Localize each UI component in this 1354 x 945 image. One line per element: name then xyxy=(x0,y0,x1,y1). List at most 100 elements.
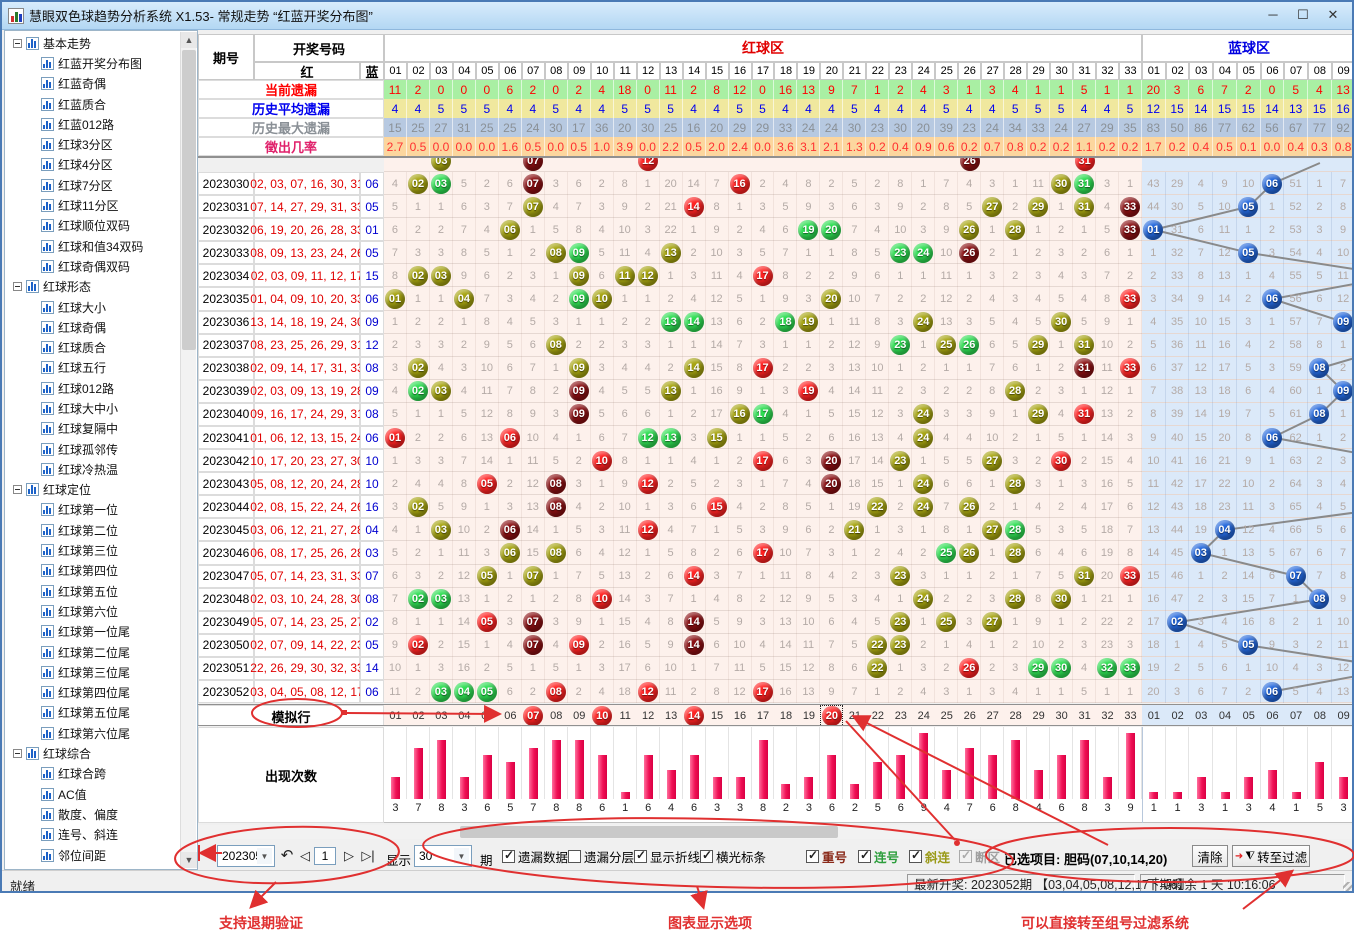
tree-item[interactable]: 红球第四位尾 xyxy=(7,683,181,703)
sim-cell[interactable]: 29 xyxy=(1032,710,1045,723)
prev-button[interactable]: ◁ xyxy=(300,848,310,863)
tree-item[interactable]: 红球7分区 xyxy=(7,175,181,195)
checked-icon[interactable] xyxy=(858,848,871,863)
tree-item[interactable]: 红球第一位 xyxy=(7,500,181,520)
tree-group-1[interactable]: 红球形态 xyxy=(7,277,181,297)
tree-item[interactable]: 红球第二位尾 xyxy=(7,642,181,662)
sim-cell[interactable]: 25 xyxy=(940,710,953,723)
sim-cell[interactable]: 33 xyxy=(1124,710,1137,723)
sidebar-scrollbar[interactable]: ▲ ▼ xyxy=(180,32,197,868)
period-select[interactable]: 2023052 ▼ xyxy=(217,845,275,867)
tree-item[interactable]: 红球冷热温 xyxy=(7,459,181,479)
sim-cell[interactable]: 19 xyxy=(802,710,816,723)
tree-item[interactable]: 红球第二位 xyxy=(7,520,181,540)
sim-cell[interactable]: 22 xyxy=(871,710,884,723)
tree-item[interactable]: 红蓝开奖分布图 xyxy=(7,53,181,73)
tree-item[interactable]: 红球第三位 xyxy=(7,540,181,560)
sim-cell[interactable]: 02 xyxy=(412,710,425,723)
scroll-up-icon[interactable]: ▲ xyxy=(181,32,197,48)
maximize-button[interactable]: ☐ xyxy=(1297,7,1309,22)
chevron-down-icon[interactable]: ▼ xyxy=(454,848,469,864)
tree-item[interactable]: 红球第三位尾 xyxy=(7,662,181,682)
collapse-icon[interactable] xyxy=(13,38,22,48)
sim-cell-blue[interactable]: 03 xyxy=(1195,710,1208,723)
tree-group-0[interactable]: 基本走势 xyxy=(7,33,181,53)
sim-cell[interactable]: 06 xyxy=(504,710,517,723)
resize-grip[interactable] xyxy=(1343,882,1352,891)
tree-item[interactable]: 红球孤邻传 xyxy=(7,439,181,459)
checkbox-斜连[interactable]: 斜连 xyxy=(909,848,950,865)
sim-cell[interactable]: 32 xyxy=(1101,710,1114,723)
checked-icon[interactable] xyxy=(634,848,647,863)
chevron-down-icon[interactable]: ▼ xyxy=(257,848,272,864)
sim-cell[interactable]: 31 xyxy=(1078,710,1091,723)
tree-item[interactable]: 红球11分区 xyxy=(7,195,181,215)
next-button[interactable]: ▷ xyxy=(344,848,354,863)
tree-item[interactable]: 红球第五位尾 xyxy=(7,703,181,723)
tree-group-3[interactable]: 红球综合 xyxy=(7,743,181,763)
tree-item[interactable]: 红球3分区 xyxy=(7,134,181,154)
unchecked-icon[interactable] xyxy=(568,849,581,863)
sim-cell[interactable]: 28 xyxy=(1009,710,1022,723)
collapse-icon[interactable] xyxy=(13,282,22,292)
checked-icon[interactable] xyxy=(806,848,819,863)
sim-cell[interactable]: 21 xyxy=(848,710,861,723)
sim-cell[interactable]: 08 xyxy=(550,710,563,723)
sim-cell[interactable]: 18 xyxy=(779,710,793,723)
checked-icon[interactable] xyxy=(700,848,713,863)
tree-group-2[interactable]: 红球定位 xyxy=(7,480,181,500)
tree-item[interactable]: 红球第六位尾 xyxy=(7,723,181,743)
show-count-select[interactable]: 30 ▼ xyxy=(414,845,472,867)
tree-item[interactable]: 邻位间距 xyxy=(7,845,181,865)
checkbox-横光标条[interactable]: 横光标条 xyxy=(700,848,766,865)
sim-cell[interactable]: 05 xyxy=(481,710,494,723)
sim-cell[interactable]: 10 xyxy=(591,705,614,726)
tree-item[interactable]: 红球五行 xyxy=(7,358,181,378)
tree-item[interactable]: 红球第六位 xyxy=(7,601,181,621)
sim-cell-blue[interactable]: 08 xyxy=(1313,710,1327,723)
minimize-button[interactable]: ─ xyxy=(1268,7,1278,22)
tree-item[interactable]: 红球大小 xyxy=(7,297,181,317)
sim-cell-blue[interactable]: 02 xyxy=(1171,710,1184,723)
checkbox-显示折线[interactable]: 显示折线 xyxy=(634,848,700,865)
tree-item[interactable]: 红球第五位 xyxy=(7,581,181,601)
tree-item[interactable]: 红球第四位 xyxy=(7,561,181,581)
sim-cell[interactable]: 26 xyxy=(963,710,976,723)
checkbox-断区[interactable]: 断区 xyxy=(959,848,1000,865)
sim-cell-blue[interactable]: 01 xyxy=(1147,710,1160,723)
h-scrollbar[interactable] xyxy=(198,825,1352,840)
tree-item[interactable]: 红球4分区 xyxy=(7,155,181,175)
sim-cell-blue[interactable]: 04 xyxy=(1218,710,1232,723)
sim-cell[interactable]: 15 xyxy=(710,710,724,723)
tree-item[interactable]: 红球第一位尾 xyxy=(7,622,181,642)
tree-item[interactable]: 红球合跨 xyxy=(7,764,181,784)
tree-item[interactable]: 红球顺位双码 xyxy=(7,216,181,236)
sim-cell[interactable]: 12 xyxy=(642,710,655,723)
checkbox-遗漏数据[interactable]: 遗漏数据 xyxy=(502,848,568,865)
sim-cell[interactable]: 07 xyxy=(522,705,545,726)
tree-item[interactable]: 红蓝012路 xyxy=(7,114,181,134)
sim-cell[interactable]: 23 xyxy=(894,710,907,723)
sim-cell[interactable]: 16 xyxy=(733,710,747,723)
collapse-icon[interactable] xyxy=(13,749,22,759)
sim-cell[interactable]: 01 xyxy=(389,710,402,723)
page-input[interactable]: 1 xyxy=(314,847,336,865)
sim-cell[interactable]: 11 xyxy=(619,710,631,723)
tree-item[interactable]: 红蓝奇偶 xyxy=(7,74,181,94)
goto-filter-button[interactable]: ➜ ⧨ 转至过滤 xyxy=(1232,845,1310,867)
undo-button[interactable]: ↶ xyxy=(280,847,294,864)
h-scrollbar-thumb[interactable] xyxy=(460,826,838,839)
scrollbar-thumb[interactable] xyxy=(182,50,196,350)
tree-item[interactable]: 红球和值34双码 xyxy=(7,236,181,256)
sim-cell-blue[interactable]: 05 xyxy=(1242,710,1255,723)
sim-cell-blue[interactable]: 06 xyxy=(1266,710,1279,723)
sim-cell[interactable]: 03 xyxy=(435,710,448,723)
last-button[interactable]: ▷| xyxy=(361,848,375,863)
sim-cell[interactable]: 24 xyxy=(917,710,930,723)
tree-item[interactable]: AC值 xyxy=(7,784,181,804)
sim-cell-blue[interactable]: 09 xyxy=(1337,710,1350,723)
checked-icon[interactable] xyxy=(502,848,515,863)
checkbox-连号[interactable]: 连号 xyxy=(858,848,899,865)
checkbox-遗漏分层[interactable]: 遗漏分层 xyxy=(568,848,634,865)
sim-cell[interactable]: 09 xyxy=(573,710,586,723)
